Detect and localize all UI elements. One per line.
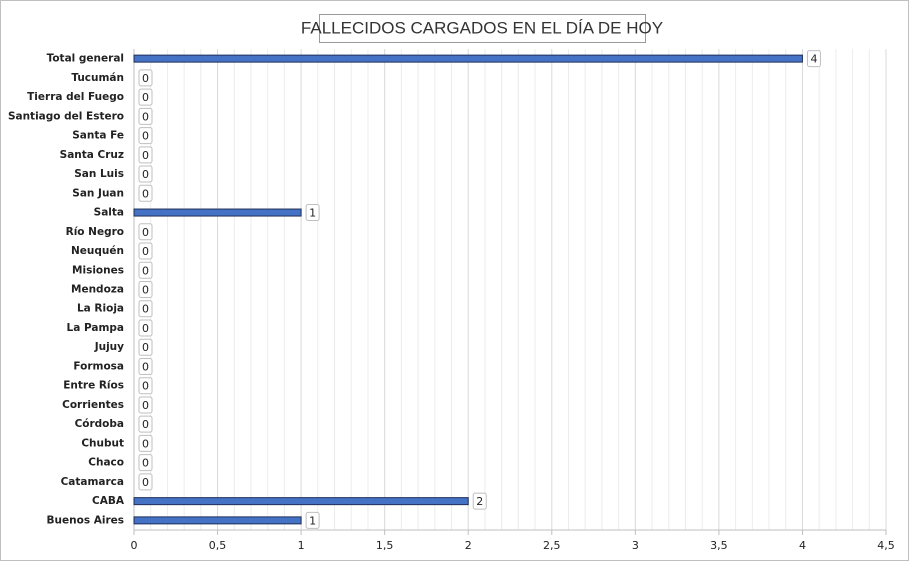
data-label-box — [138, 415, 153, 433]
data-label: 0 — [142, 264, 149, 277]
x-tick-label: 0,5 — [209, 539, 227, 552]
y-tick-label: La Pampa — [67, 322, 124, 334]
x-tick-label: 1 — [298, 539, 305, 552]
y-tick-label: Corrientes — [62, 399, 124, 411]
y-tick-label: Tierra del Fuego — [27, 91, 124, 103]
x-tick-label: 1,5 — [376, 539, 394, 552]
data-label: 0 — [142, 476, 149, 489]
y-tick-label: Entre Ríos — [63, 380, 124, 392]
data-label-box — [138, 396, 153, 414]
data-label: 0 — [142, 360, 149, 373]
data-label: 0 — [142, 168, 149, 181]
data-label: 0 — [142, 245, 149, 258]
data-label-box — [138, 69, 153, 87]
y-tick-label: Misiones — [72, 264, 124, 276]
x-tick-label: 4,5 — [877, 539, 895, 552]
y-tick-label: San Juan — [72, 187, 124, 199]
chart-title: FALLECIDOS CARGADOS EN EL DÍA DE HOY — [301, 18, 663, 37]
data-label-box — [472, 492, 487, 510]
data-label-box — [806, 50, 821, 68]
y-tick-label: Córdoba — [75, 418, 124, 430]
data-label-box — [138, 165, 153, 183]
data-label-box — [138, 281, 153, 298]
data-label: 0 — [142, 399, 149, 412]
data-label: 1 — [309, 514, 316, 527]
data-label: 0 — [142, 437, 149, 450]
bar — [133, 54, 803, 63]
x-tick-label: 4 — [799, 539, 806, 552]
data-label: 0 — [142, 110, 149, 123]
data-label: 0 — [142, 322, 149, 335]
data-label: 0 — [142, 226, 149, 239]
data-label: 0 — [142, 418, 149, 431]
data-label-box — [138, 434, 153, 452]
x-tick-label: 0 — [131, 539, 138, 552]
data-label-box — [138, 261, 153, 279]
data-label: 0 — [142, 303, 149, 316]
data-label-box — [305, 511, 320, 529]
data-label: 0 — [142, 341, 149, 354]
data-label: 0 — [142, 130, 149, 143]
x-tick-label: 2,5 — [543, 539, 561, 552]
data-label-box — [138, 88, 153, 106]
data-label: 0 — [142, 380, 149, 393]
data-label-box — [305, 204, 320, 222]
data-label-box — [138, 357, 153, 375]
y-tick-label: Santa Cruz — [60, 149, 124, 161]
data-label: 1 — [309, 207, 316, 220]
data-label: 0 — [142, 91, 149, 104]
bar — [133, 497, 469, 506]
y-tick-label: San Luis — [74, 168, 124, 180]
data-label-box — [138, 242, 153, 260]
data-label-box — [138, 319, 153, 337]
y-tick-label: Total general — [47, 53, 124, 65]
x-tick-label: 3,5 — [710, 539, 728, 552]
data-label-box — [138, 127, 153, 145]
title-box — [319, 14, 646, 43]
y-tick-label: Santiago del Estero — [8, 110, 124, 122]
x-tick-label: 3 — [632, 539, 639, 552]
data-label-box — [138, 146, 153, 164]
y-tick-label: Chaco — [88, 457, 124, 469]
y-tick-label: Santa Fe — [72, 130, 124, 142]
data-label-box — [138, 107, 153, 125]
data-label: 4 — [810, 53, 817, 66]
y-tick-label: Neuquén — [71, 245, 124, 257]
y-tick-label: Buenos Aires — [47, 514, 124, 526]
x-tick-label: 2 — [465, 539, 472, 552]
y-tick-label: Chubut — [81, 437, 124, 449]
data-label: 0 — [142, 72, 149, 85]
data-label-box — [138, 184, 153, 202]
y-tick-label: Jujuy — [94, 341, 124, 353]
y-tick-label: CABA — [92, 495, 125, 507]
data-label-box — [138, 338, 153, 356]
y-tick-label: Salta — [94, 207, 124, 219]
data-label-box — [138, 300, 153, 318]
data-label-box — [138, 454, 153, 472]
data-label-box — [138, 473, 153, 491]
bar — [133, 516, 302, 525]
data-label: 2 — [476, 495, 483, 508]
data-label: 0 — [142, 284, 149, 297]
y-tick-label: Tucumán — [71, 72, 124, 84]
y-tick-label: Mendoza — [71, 284, 124, 296]
data-label-box — [138, 223, 153, 241]
data-label: 0 — [142, 187, 149, 200]
y-tick-label: Río Negro — [66, 226, 124, 238]
y-tick-label: La Rioja — [77, 303, 124, 315]
data-label: 0 — [142, 149, 149, 162]
data-label: 0 — [142, 457, 149, 470]
bar — [133, 208, 302, 217]
y-tick-label: Catamarca — [61, 476, 124, 488]
data-label-box — [138, 377, 153, 395]
y-tick-label: Formosa — [73, 360, 124, 372]
